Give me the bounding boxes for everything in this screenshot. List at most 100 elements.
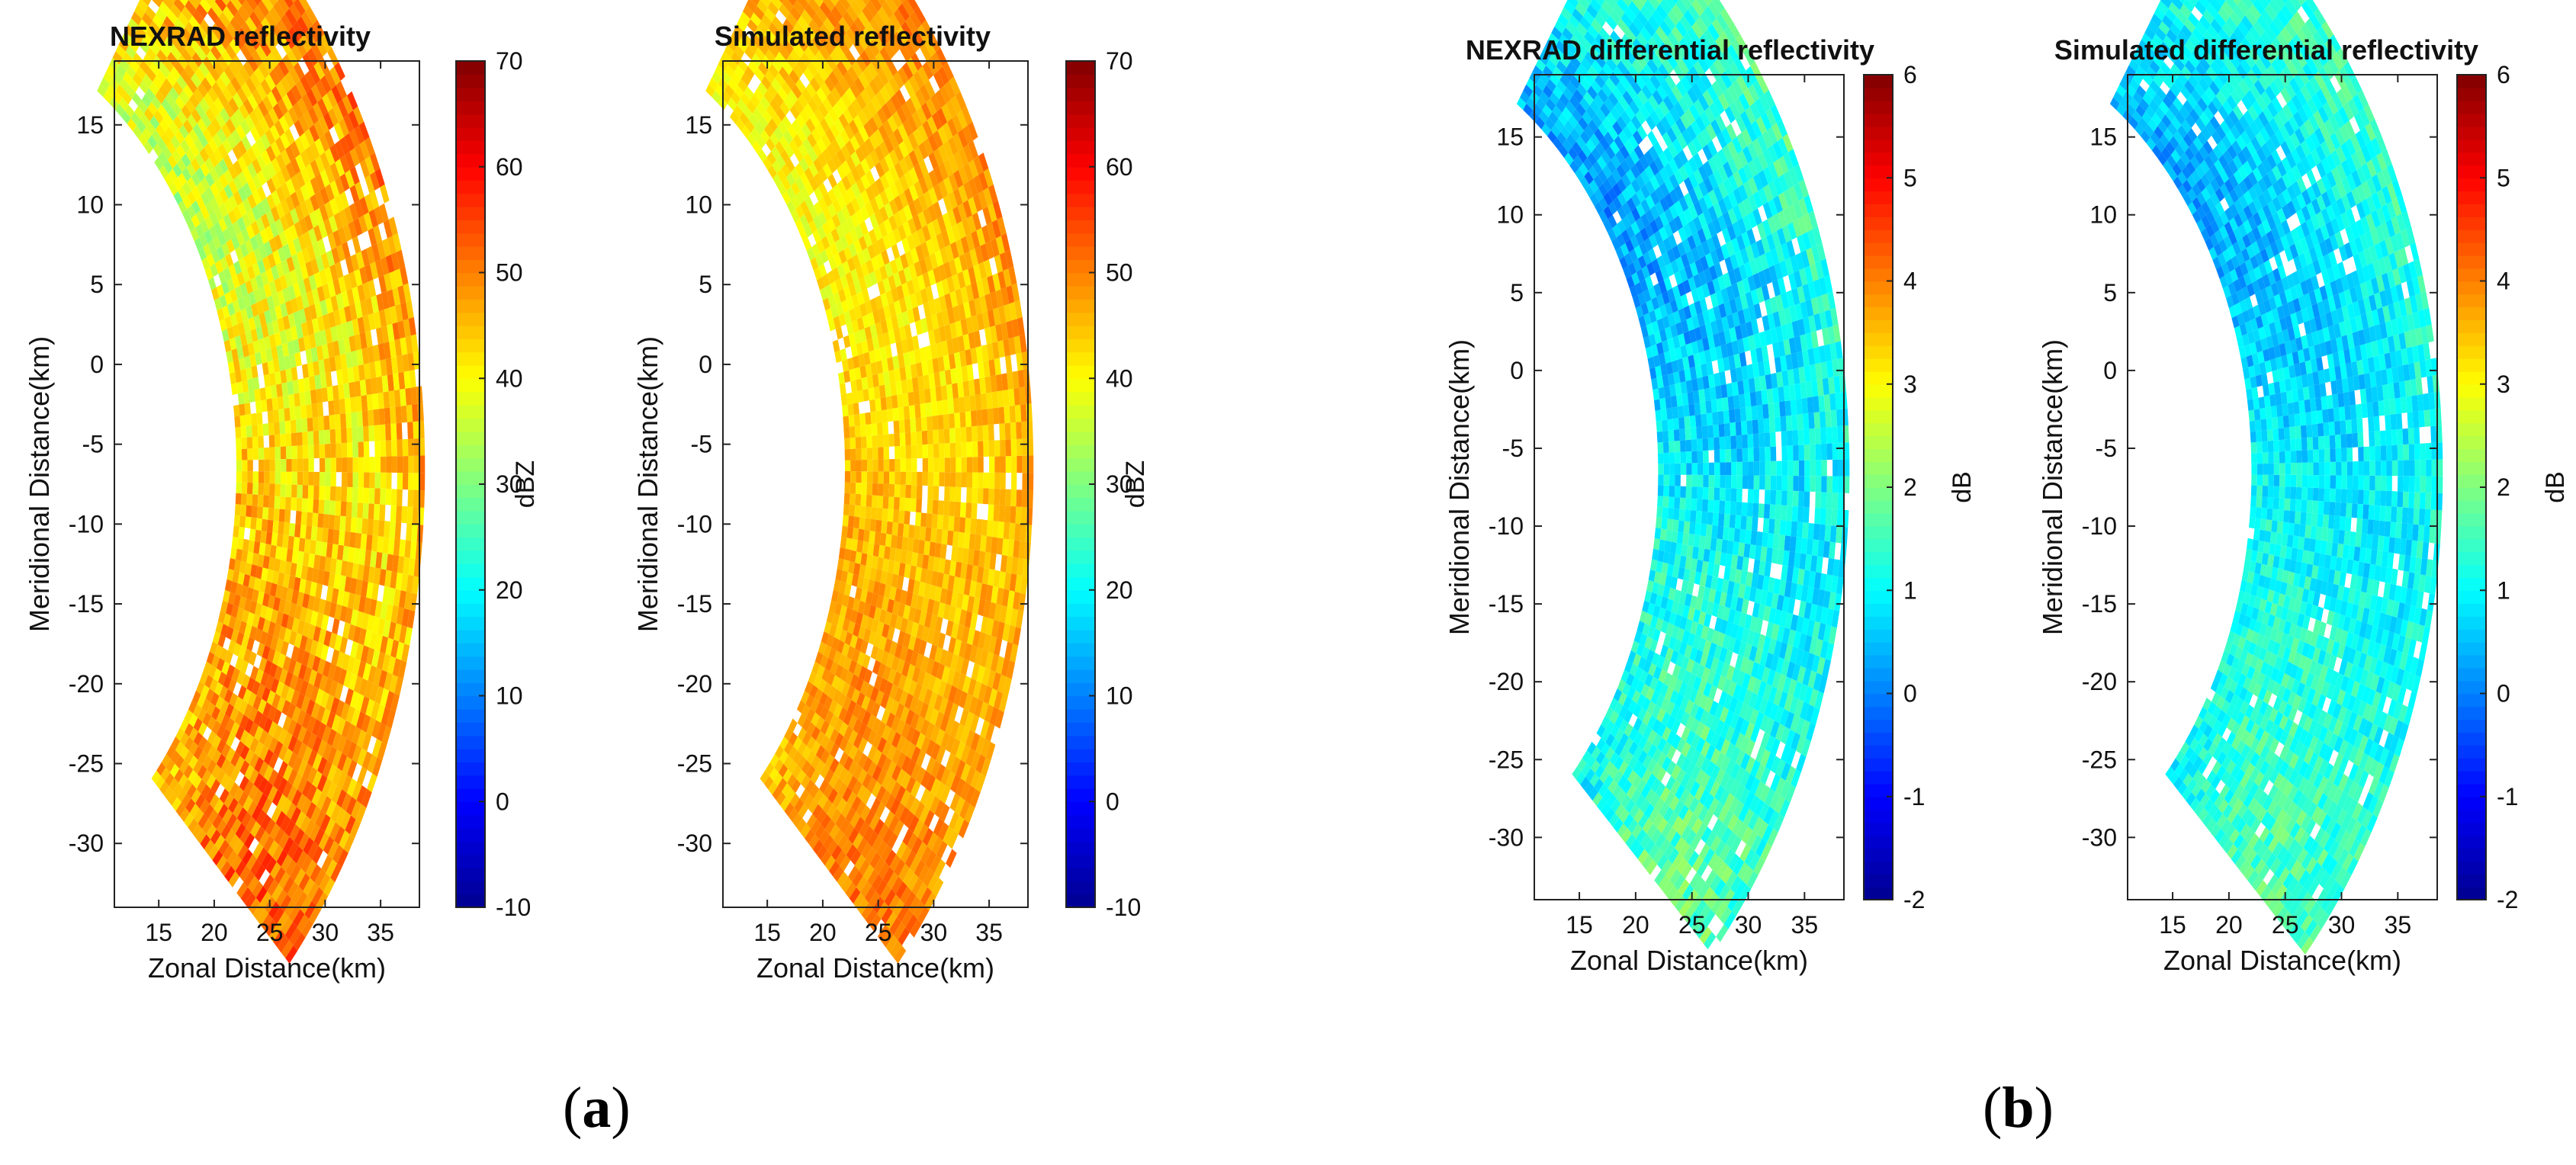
heatmap-cell (849, 119, 859, 136)
heatmap-cell (310, 640, 319, 656)
heatmap-cell (160, 43, 171, 58)
heatmap-cell (233, 515, 241, 527)
heatmap-cell (408, 316, 416, 336)
heatmap-cell (271, 265, 280, 281)
heatmap-cell (220, 823, 232, 840)
heatmap-cell (232, 300, 241, 313)
heatmap-cell (193, 759, 203, 775)
heatmap-cell (834, 118, 845, 134)
heatmap-cell (362, 315, 371, 332)
heatmap-cell (911, 231, 921, 248)
heatmap-cell (181, 153, 191, 168)
heatmap-cell (948, 191, 958, 210)
heatmap-cell (192, 30, 204, 47)
colorbar-segment (1066, 524, 1095, 538)
heatmap-cell (943, 559, 952, 576)
heatmap-cell (407, 422, 414, 439)
heatmap-cell (817, 137, 827, 153)
heatmap-cell (808, 162, 818, 178)
heatmap-cell (765, 28, 776, 43)
heatmap-cell (402, 354, 410, 372)
heatmap-cell (901, 62, 914, 80)
heatmap-cell (214, 834, 226, 850)
heatmap-cell (822, 798, 833, 814)
heatmap-cell (138, 133, 148, 146)
heatmap-cell (382, 537, 390, 554)
heatmap-cell (1000, 439, 1006, 457)
heatmap-cell (917, 211, 927, 228)
heatmap-cell (352, 365, 360, 382)
colorbar-segment (1066, 114, 1095, 128)
heatmap-cell (275, 153, 286, 170)
heatmap-cell (1010, 505, 1017, 524)
heatmap-cell (891, 315, 899, 330)
heatmap-cell (200, 19, 211, 35)
heatmap-cell (318, 359, 326, 375)
heatmap-cell (299, 578, 307, 594)
heatmap-cell (829, 758, 840, 773)
heatmap-cell (322, 660, 332, 678)
heatmap-cell (343, 114, 355, 133)
heatmap-cell (250, 517, 257, 530)
heatmap-cell (210, 197, 220, 212)
heatmap-cell (303, 471, 309, 486)
heatmap-cell (835, 133, 846, 149)
heatmap-cell (733, 24, 744, 39)
heatmap-cell (843, 71, 854, 88)
heatmap-cell (946, 668, 956, 685)
heatmap-cell (852, 254, 861, 269)
heatmap-cell (165, 759, 175, 773)
heatmap-cell (294, 136, 305, 154)
colorbar-segment (1066, 510, 1095, 525)
heatmap-cell (758, 40, 769, 56)
heatmap-cell (773, 772, 783, 787)
heatmap-cell (966, 364, 974, 381)
heatmap-cell (856, 178, 866, 194)
heatmap-cell (357, 502, 364, 518)
heatmap-cell (850, 493, 856, 505)
heatmap-cell (271, 884, 284, 902)
heatmap-cell (998, 406, 1005, 424)
heatmap-cell (887, 871, 899, 890)
heatmap-cell (269, 459, 275, 472)
heatmap-cell (197, 117, 207, 133)
colorbar-segment (456, 87, 485, 101)
heatmap-cell (386, 456, 392, 473)
heatmap-cell (882, 866, 895, 884)
heatmap-cell (209, 152, 219, 168)
heatmap-cell (750, 127, 760, 141)
heatmap-cell (223, 153, 233, 169)
heatmap-cell (243, 391, 250, 404)
heatmap-cell (232, 144, 243, 160)
heatmap-cell (728, 78, 738, 91)
colorbar-segment (456, 404, 485, 419)
heatmap-cell (951, 223, 961, 242)
heatmap-cell (265, 11, 277, 30)
heatmap-cell (972, 487, 978, 504)
heatmap-cell (884, 202, 894, 219)
heatmap-cell (212, 849, 223, 866)
heatmap-cell (875, 879, 888, 897)
colorbar-segment (456, 827, 485, 842)
heatmap-cell (369, 683, 379, 701)
heatmap-cell (313, 102, 323, 120)
heatmap-cell (952, 206, 962, 224)
heatmap-cell (920, 719, 930, 737)
heatmap-cell (193, 746, 203, 760)
colorbar-segment (456, 127, 485, 141)
heatmap-cell (856, 837, 868, 855)
heatmap-cell (385, 488, 392, 505)
heatmap-cells (97, 0, 426, 964)
heatmap-cell (282, 54, 294, 72)
heatmap-cell (925, 569, 933, 585)
heatmap-cell (812, 143, 823, 158)
heatmap-cell (875, 252, 885, 268)
heatmap-cell (841, 525, 848, 538)
heatmap-cell (931, 514, 938, 529)
heatmap-cell (834, 602, 843, 616)
heatmap-cell (239, 865, 251, 882)
heatmap-cell (957, 271, 966, 289)
heatmap-cell (867, 761, 878, 778)
heatmap-cell (265, 818, 276, 836)
heatmap-cell (152, 0, 163, 8)
